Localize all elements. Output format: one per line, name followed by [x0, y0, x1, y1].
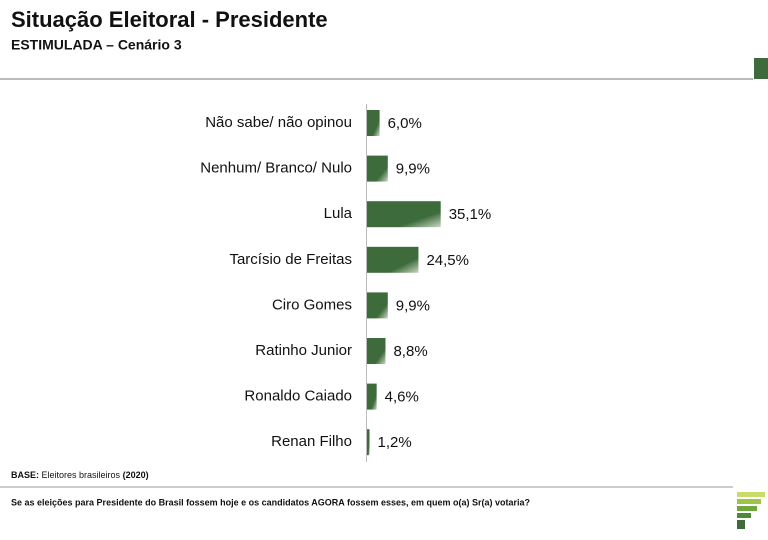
bar — [367, 292, 388, 319]
value-label: 4,6% — [385, 389, 419, 406]
bar — [367, 155, 388, 182]
value-label: 8,8% — [393, 343, 427, 360]
bar — [367, 110, 380, 136]
bar — [367, 429, 370, 456]
value-label: 1,2% — [378, 434, 412, 451]
category-label: Ciro Gomes — [272, 296, 352, 313]
category-label: Renan Filho — [271, 433, 352, 450]
chart-title: Situação Eleitoral - Presidente — [11, 7, 328, 32]
category-label: Não sabe/ não opinou — [205, 114, 352, 131]
value-label: 9,9% — [396, 161, 430, 178]
header-accent — [754, 58, 768, 79]
category-label: Tarcísio de Freitas — [229, 251, 352, 268]
question: Se as eleições para Presidente do Brasil… — [11, 497, 530, 507]
bar — [367, 246, 419, 273]
value-label: 35,1% — [449, 206, 492, 223]
bar — [367, 383, 377, 410]
base-label: BASE: — [11, 470, 39, 480]
bar — [367, 338, 386, 364]
value-label: 6,0% — [388, 115, 422, 132]
value-label: 9,9% — [396, 297, 430, 314]
category-label: Nenhum/ Branco/ Nulo — [200, 160, 352, 177]
chart-subtitle: ESTIMULADA – Cenário 3 — [11, 37, 182, 53]
base-note: BASE: Eleitores brasileiros (2020) — [11, 470, 149, 480]
bar — [367, 201, 441, 228]
base-text: Eleitores brasileiros — [42, 470, 121, 480]
logo — [737, 492, 765, 529]
category-label: Ronaldo Caiado — [244, 388, 352, 405]
value-label: 24,5% — [426, 252, 469, 269]
base-year: (2020) — [123, 470, 149, 480]
category-label: Ratinho Junior — [255, 342, 352, 359]
category-label: Lula — [324, 205, 353, 222]
